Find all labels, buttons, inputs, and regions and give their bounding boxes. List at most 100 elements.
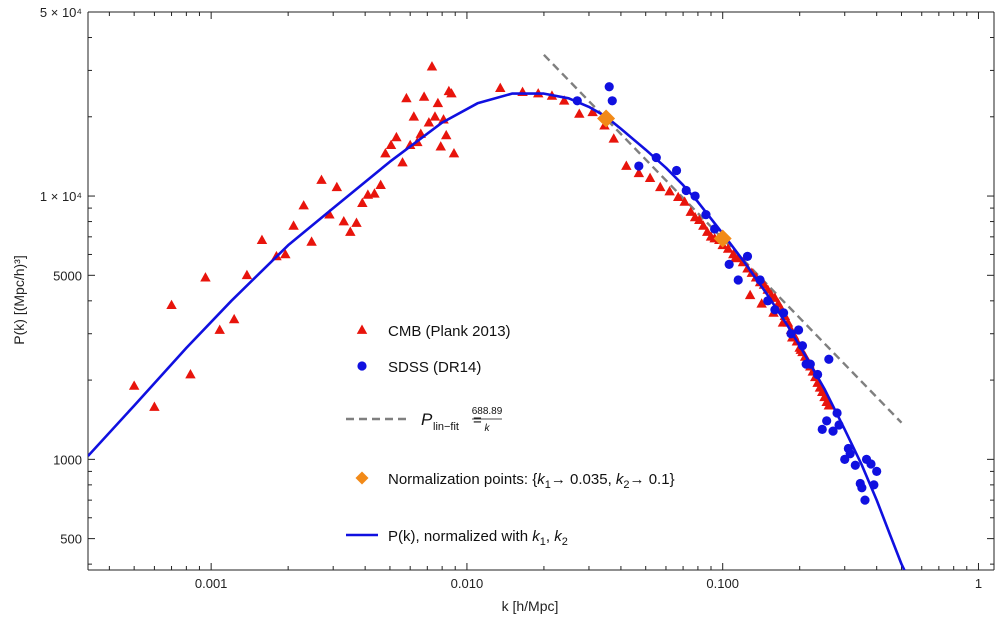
cmb-point: [385, 139, 397, 150]
cmb-point: [446, 88, 457, 98]
cmb-point: [375, 179, 386, 189]
sdss-point: [733, 275, 743, 285]
cmb-point: [435, 141, 446, 151]
cmb-point: [357, 197, 368, 207]
y-axis-label: P(k) [(Mpc/h)³]: [11, 255, 27, 344]
normalization-point: [713, 229, 732, 248]
legend-formula-numerator: 688.89: [472, 406, 503, 417]
plot-area: [88, 53, 906, 570]
cmb-point: [655, 181, 666, 192]
cmb-point: [633, 167, 645, 178]
x-tick-label: 0.010: [451, 576, 484, 591]
series-line: [88, 92, 906, 570]
cmb-point: [694, 214, 705, 224]
cmb-point: [380, 148, 391, 158]
cmb-point: [495, 82, 506, 92]
cmb-point: [280, 248, 291, 259]
legend-label-normalization: Normalization points: {k1→ 0.035, k2→ 0.…: [388, 471, 675, 491]
sdss-point: [634, 161, 644, 171]
cmb-point: [756, 298, 767, 308]
cmb-point: [429, 111, 441, 121]
y-tick-label: 1 × 10⁴: [40, 189, 82, 204]
legend-label-curve: P(k), normalized with k1, k2​: [388, 528, 568, 548]
y-tick-label: 5000: [53, 268, 82, 283]
cmb-point: [769, 292, 781, 302]
sdss-point: [607, 96, 617, 106]
normalization-point: [597, 109, 616, 128]
legend-formula-denominator: k: [485, 423, 491, 434]
sdss-point: [872, 466, 882, 477]
cmb-point: [166, 299, 177, 310]
cmb-point: [672, 191, 684, 202]
cmb-point: [685, 206, 696, 216]
cmb-point: [397, 157, 408, 167]
x-axis-label: k [h/Mpc]: [502, 598, 559, 614]
cmb-point: [369, 188, 380, 198]
cmb-point: [338, 216, 349, 226]
cmb-point: [345, 226, 356, 236]
sdss-point: [724, 259, 734, 270]
legend-formula-sub: lin−fit: [433, 421, 459, 433]
cmb-point: [408, 111, 420, 121]
sdss-point: [860, 495, 870, 505]
cmb-point: [587, 106, 598, 117]
x-tick-label: 0.100: [706, 576, 739, 591]
cmb-point: [621, 160, 632, 170]
series-scatter-diamond: [597, 109, 732, 248]
cmb-point: [448, 148, 460, 158]
x-tick-label: 1: [975, 576, 982, 591]
y-tick-label: 5 × 10⁴: [40, 5, 82, 20]
axis-ticks: 0.001 0.010 0.100 1 500 1000 5000 1 × 10⁴ 5 × 10…: [40, 5, 994, 591]
cmb-point: [644, 172, 656, 182]
cmb-point: [200, 272, 211, 282]
sdss-point: [822, 416, 832, 426]
cmb-point: [730, 252, 741, 263]
cmb-point: [149, 401, 160, 411]
cmb-point: [432, 97, 444, 108]
cmb-point: [679, 196, 690, 206]
cmb-point: [698, 220, 709, 230]
cmb-point: [351, 217, 362, 227]
cmb-point: [391, 131, 402, 142]
legend-triangle-marker: [356, 324, 368, 334]
legend-diamond-marker: [355, 471, 369, 485]
pk-curve-line: [88, 92, 906, 570]
sdss-point: [793, 325, 804, 335]
cmb-point: [298, 200, 309, 210]
cmb-point: [574, 108, 585, 118]
cmb-point: [324, 209, 335, 219]
cmb-point: [288, 220, 299, 230]
cmb-point: [441, 129, 452, 140]
legend: CMB (Plank 2013) SDSS (DR14) P lin−fit =688.…: [346, 323, 675, 548]
cmb-point: [608, 133, 619, 143]
cmb-point: [185, 369, 196, 379]
sdss-point: [690, 191, 700, 201]
cmb-point: [128, 380, 140, 390]
sdss-point: [824, 354, 834, 364]
cmb-point: [418, 91, 430, 101]
cmb-point: [306, 236, 317, 246]
series-scatter-triangle: [128, 61, 835, 411]
cmb-point: [426, 61, 438, 71]
cmb-point: [331, 181, 343, 192]
sdss-point: [671, 165, 682, 176]
sdss-point: [604, 82, 614, 92]
sdss-point: [817, 424, 827, 434]
cmb-point: [823, 400, 835, 410]
legend-label-cmb: CMB (Plank 2013): [388, 323, 511, 340]
cmb-point: [558, 95, 570, 105]
cmb-point: [214, 324, 225, 334]
y-tick-label: 1000: [53, 452, 82, 467]
y-tick-label: 500: [60, 532, 82, 547]
legend-label-sdss: SDSS (DR14): [388, 359, 481, 376]
cmb-point: [401, 92, 412, 103]
cmb-point: [316, 174, 327, 184]
series-layer: [88, 53, 906, 570]
cmb-point: [228, 313, 240, 324]
cmb-point: [664, 186, 675, 196]
cmb-point: [404, 139, 416, 150]
sdss-point: [828, 426, 838, 436]
series-scatter-circle: [572, 82, 882, 505]
cmb-point: [256, 234, 268, 244]
